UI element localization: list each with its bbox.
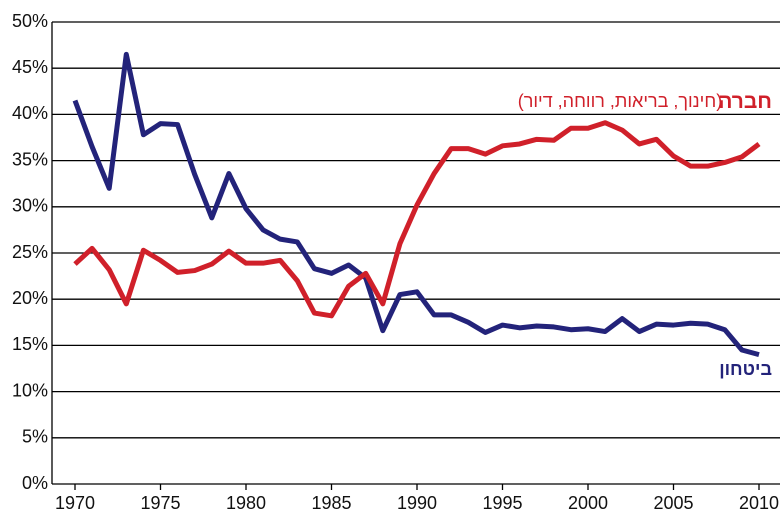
x-tick-label: 1990	[397, 493, 437, 513]
y-tick-label: 40%	[12, 103, 48, 123]
x-tick-label: 1985	[311, 493, 351, 513]
y-tick-label: 25%	[12, 242, 48, 262]
y-tick-label: 30%	[12, 196, 48, 216]
series-name: חברה	[718, 90, 772, 113]
x-tick-label: 2000	[568, 493, 608, 513]
series-label: חברה(חינוך, בריאות, רווחה, דיור)	[518, 90, 772, 113]
y-tick-label: 10%	[12, 380, 48, 400]
line	[73, 120, 761, 319]
x-tick-label: 1975	[140, 493, 180, 513]
y-tick-label: 50%	[12, 11, 48, 31]
annotation: (חינוך, בריאות, רווחה, דיור)	[518, 91, 722, 111]
x-tick-label: 1995	[482, 493, 522, 513]
y-tick-label: 20%	[12, 288, 48, 308]
y-tick-label: 45%	[12, 57, 48, 77]
y-tick-label: 0%	[22, 473, 48, 493]
y-tick-label: 5%	[22, 427, 48, 447]
series-name: ביטחון	[719, 359, 772, 379]
x-tick-label: 2005	[653, 493, 693, 513]
y-tick-label: 15%	[12, 334, 48, 354]
x-tick-label: 1980	[226, 493, 266, 513]
x-tick-label: 2010	[739, 493, 779, 513]
x-tick-label: 1970	[55, 493, 95, 513]
line	[72, 51, 760, 358]
y-tick-label: 35%	[12, 149, 48, 169]
